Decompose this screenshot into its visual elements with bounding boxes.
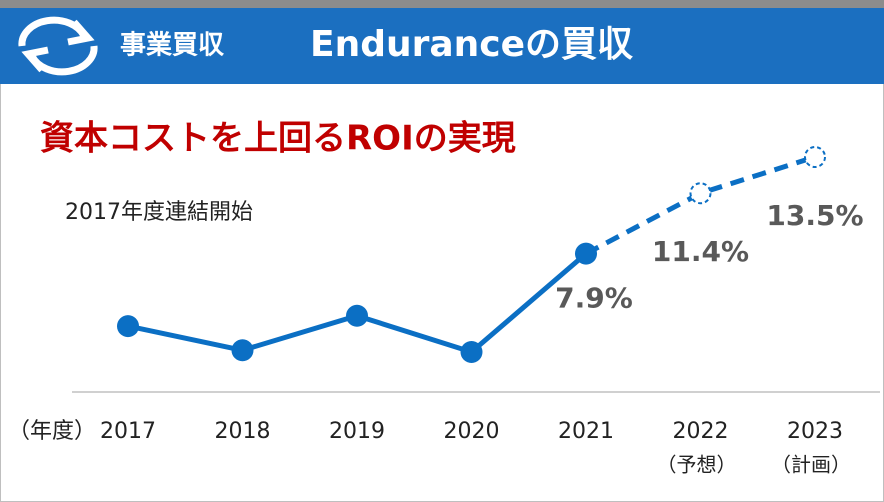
logo-icon <box>18 16 98 76</box>
value-label: 11.4% <box>652 235 749 268</box>
chart-title: 資本コストを上回るROIの実現 <box>40 119 516 159</box>
arrow-head <box>21 46 49 73</box>
value-label: 7.9% <box>555 282 633 315</box>
x-tick-label: 2020 <box>444 419 500 444</box>
header-title: Enduranceの買収 <box>310 24 633 65</box>
x-axis-label: （年度） <box>8 419 96 444</box>
x-tick-label: 2021 <box>558 419 614 444</box>
header-section: 事業買収 <box>120 31 225 61</box>
forecast-point <box>804 146 826 168</box>
point <box>346 304 368 327</box>
chart-subtitle: 2017年度連結開始 <box>65 200 253 225</box>
x-tick-note: （計画） <box>771 453 851 477</box>
x-tick-label: 2023 <box>787 419 843 444</box>
x-tick-label: 2022 <box>673 419 729 444</box>
x-tick-label: 2017 <box>100 419 156 444</box>
point <box>460 341 483 363</box>
value-label: 13.5% <box>766 199 863 232</box>
header-bar <box>0 8 884 84</box>
x-tick-label: 2018 <box>215 419 271 444</box>
arrow-head <box>67 19 95 46</box>
point <box>231 339 254 362</box>
top-strip <box>0 0 884 8</box>
forecast-point <box>689 182 712 205</box>
x-tick-label: 2019 <box>329 419 385 444</box>
x-tick-note: （予想） <box>657 453 737 477</box>
forecast-line <box>584 154 816 256</box>
point <box>117 315 139 338</box>
point <box>575 242 597 265</box>
